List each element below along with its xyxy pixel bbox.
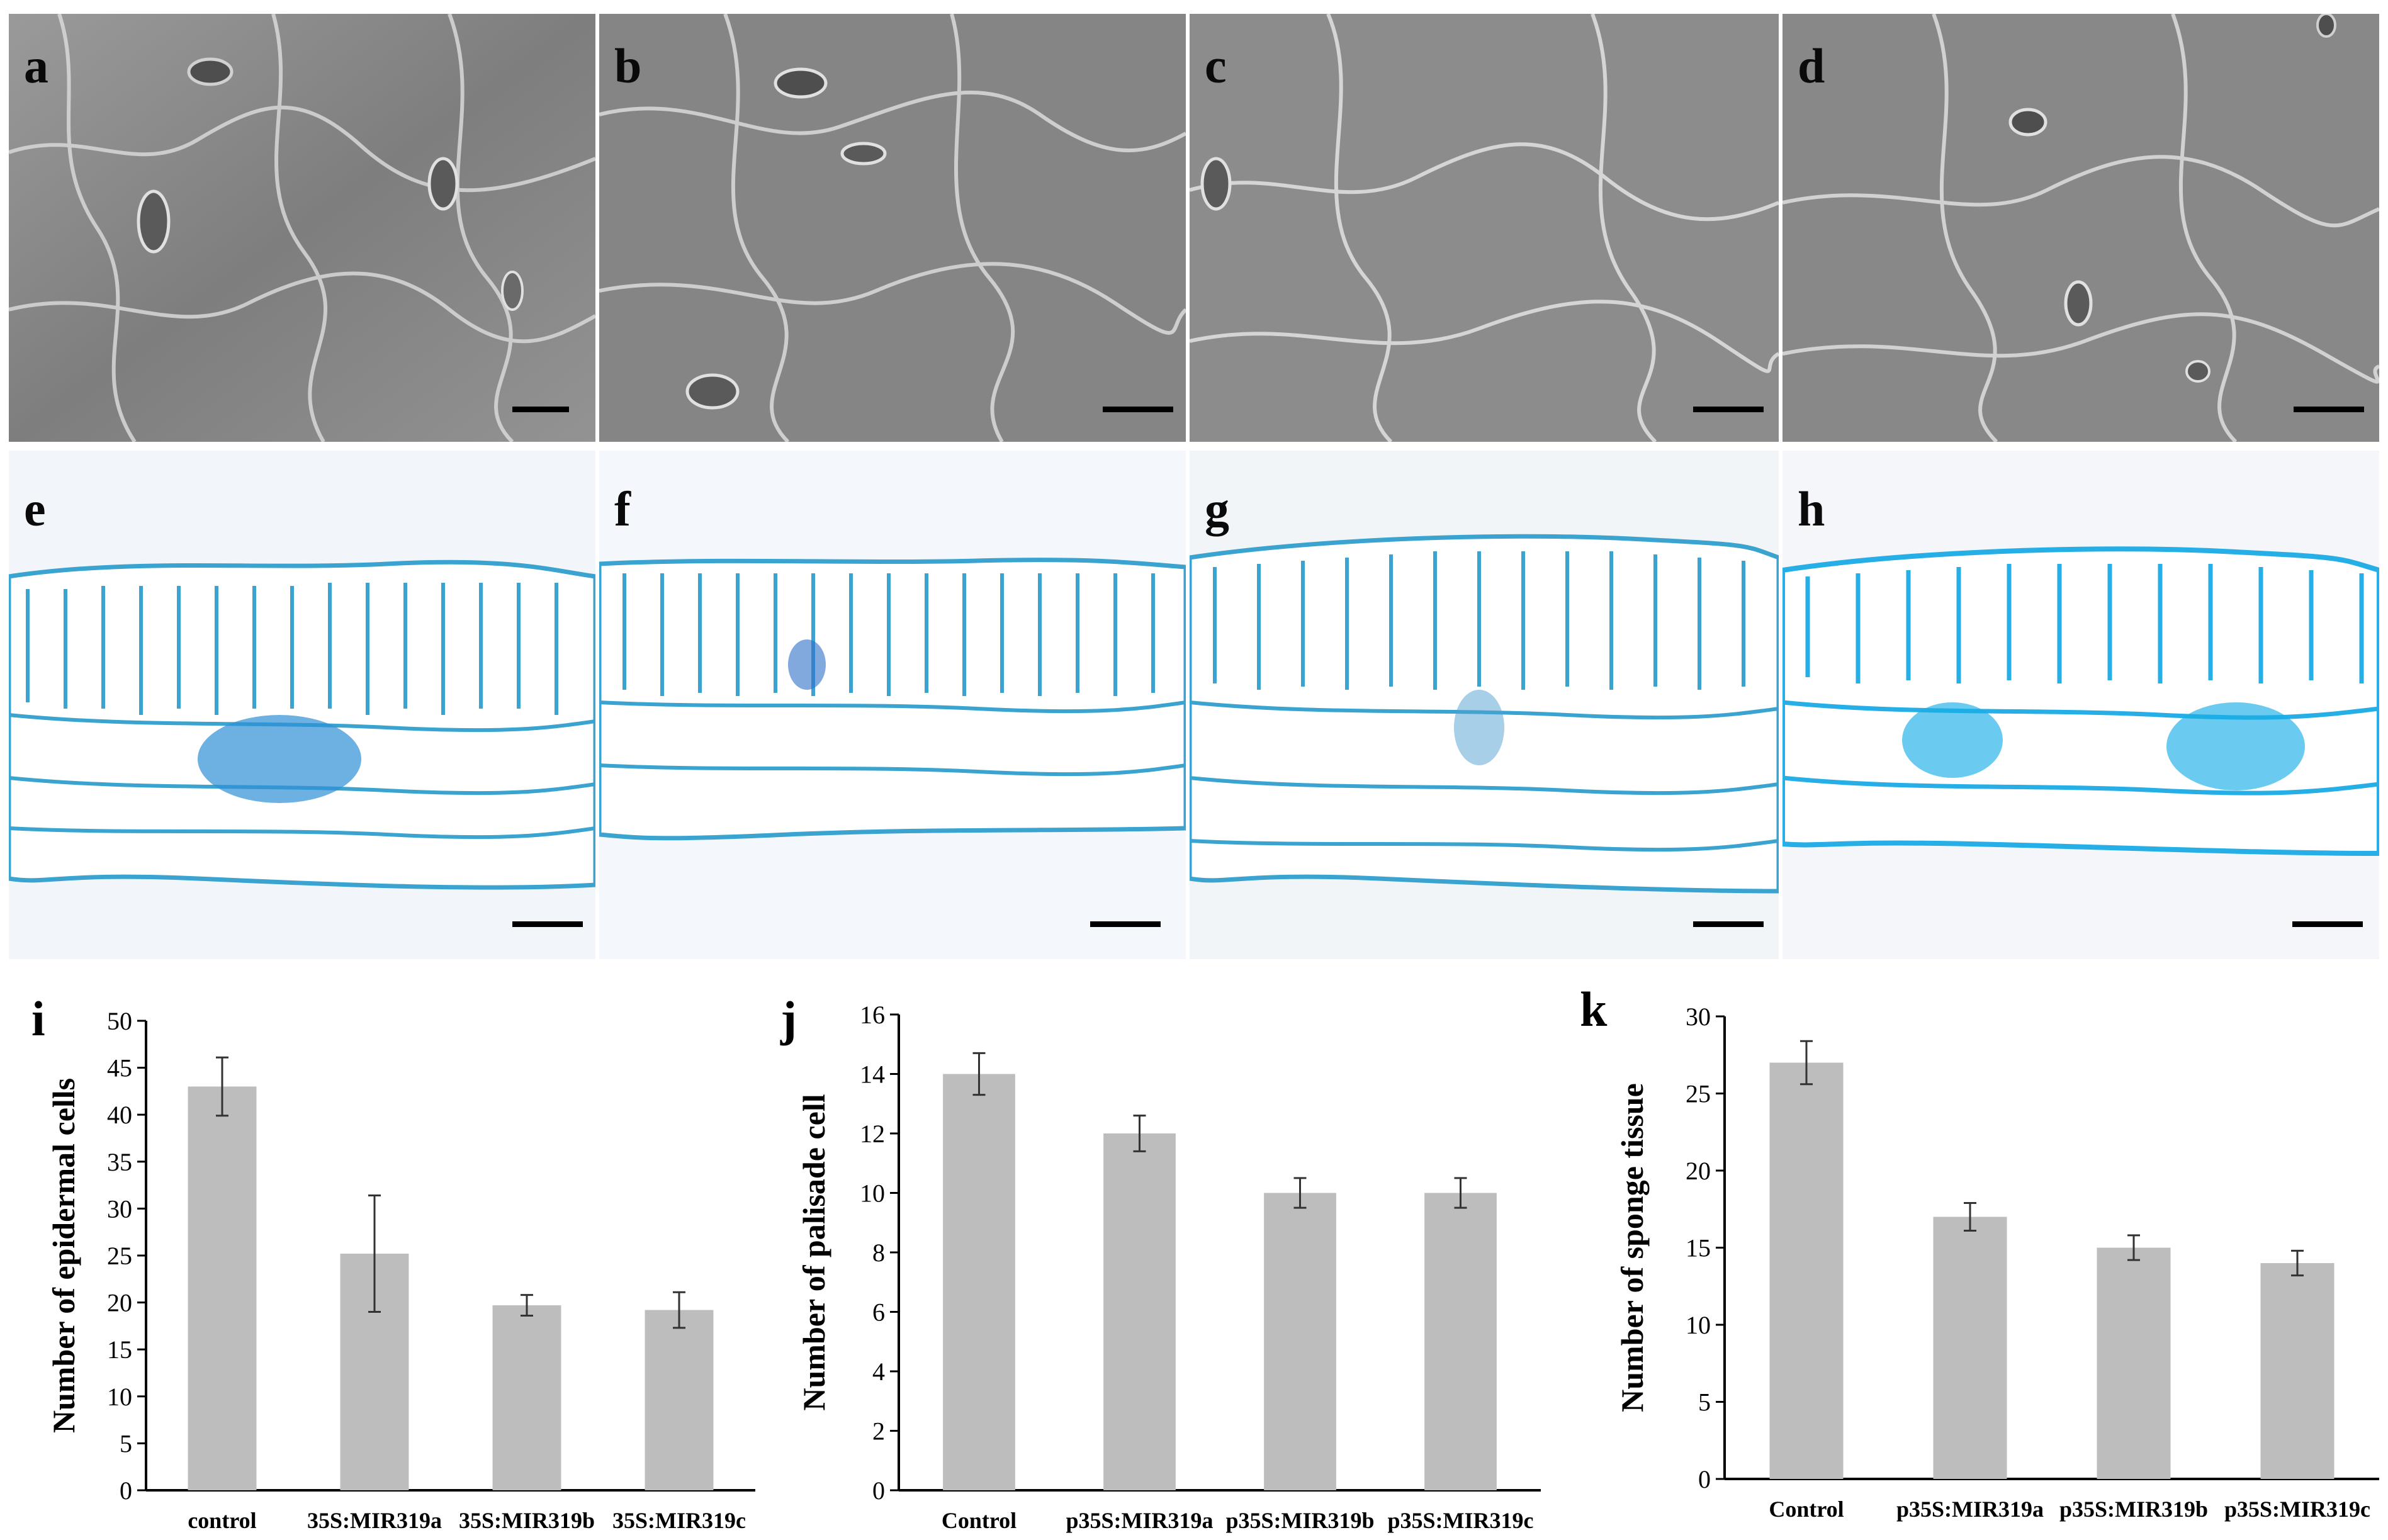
bar xyxy=(943,1074,1015,1490)
y-tick-label: 5 xyxy=(1698,1388,1711,1417)
y-tick-label: 20 xyxy=(1686,1157,1711,1185)
x-tick-label: 35S:MIR319b xyxy=(459,1508,595,1533)
y-tick-label: 16 xyxy=(860,1001,885,1029)
sem-texture-c xyxy=(1190,14,1779,442)
bar xyxy=(1769,1062,1844,1479)
sem-panel-c: c xyxy=(1190,14,1779,442)
y-tick-label: 0 xyxy=(1698,1465,1711,1493)
x-tick-label: p35S:MIR319b xyxy=(1225,1508,1374,1533)
bar xyxy=(492,1305,561,1490)
panel-label-e: e xyxy=(24,481,46,536)
panel-label-g: g xyxy=(1205,481,1229,536)
sem-texture-d xyxy=(1783,14,2379,442)
x-tick-label: p35S:MIR319b xyxy=(2059,1497,2208,1522)
lm-panel-f: f xyxy=(599,451,1186,959)
x-tick-label: 35S:MIR319a xyxy=(307,1508,442,1533)
lm-panel-h: h xyxy=(1783,451,2379,959)
lm-panel-e: e xyxy=(9,451,595,959)
bar xyxy=(2260,1263,2334,1479)
y-axis-label: Number of epidermal cells xyxy=(46,1078,81,1433)
bar xyxy=(1424,1193,1497,1490)
y-tick-label: 10 xyxy=(107,1383,132,1411)
y-tick-label: 0 xyxy=(872,1476,885,1505)
panel-label-c: c xyxy=(1205,38,1227,93)
y-tick-label: 30 xyxy=(107,1194,132,1223)
x-tick-label: p35S:MIR319c xyxy=(2224,1497,2370,1522)
bar xyxy=(2097,1247,2171,1479)
scale-bar xyxy=(512,921,583,927)
panel-label-a: a xyxy=(24,38,48,93)
y-axis-label: Number of palisade cell xyxy=(796,1094,831,1410)
panel-label-d: d xyxy=(1798,38,1825,93)
x-tick-label: Control xyxy=(1769,1497,1844,1522)
y-axis-label: Number of sponge tissue xyxy=(1614,1083,1650,1412)
y-tick-label: 8 xyxy=(872,1239,885,1267)
chart-panel-label: i xyxy=(31,991,45,1046)
sem-texture-a xyxy=(9,14,595,442)
y-tick-label: 6 xyxy=(872,1298,885,1327)
lm-section-h xyxy=(1783,451,2379,959)
chart-panel-label: j xyxy=(780,991,797,1046)
x-tick-label: Control xyxy=(942,1508,1017,1533)
y-tick-label: 10 xyxy=(860,1179,885,1208)
y-tick-label: 50 xyxy=(107,1007,132,1035)
y-tick-label: 12 xyxy=(860,1120,885,1148)
y-tick-label: 0 xyxy=(120,1476,132,1505)
scale-bar xyxy=(1103,407,1173,412)
sem-panel-d: d xyxy=(1783,14,2379,442)
sem-panel-b: b xyxy=(599,14,1186,442)
bar xyxy=(1103,1133,1176,1490)
y-tick-label: 10 xyxy=(1686,1311,1711,1339)
y-tick-label: 40 xyxy=(107,1101,132,1129)
bar xyxy=(1264,1193,1336,1490)
y-tick-label: 15 xyxy=(1686,1234,1711,1262)
lm-panel-g: g xyxy=(1190,451,1779,959)
bar xyxy=(1933,1217,2007,1479)
y-tick-label: 14 xyxy=(860,1060,885,1089)
scale-bar xyxy=(2292,921,2363,927)
bar xyxy=(188,1086,257,1490)
scale-bar xyxy=(1693,921,1764,927)
x-tick-label: p35S:MIR319a xyxy=(1896,1497,2044,1522)
y-tick-label: 35 xyxy=(107,1148,132,1176)
y-tick-label: 30 xyxy=(1686,1003,1711,1031)
lm-section-e xyxy=(9,451,595,959)
sem-texture-b xyxy=(599,14,1186,442)
scale-bar xyxy=(1090,921,1161,927)
panel-label-h: h xyxy=(1798,481,1825,536)
scale-bar xyxy=(512,407,569,412)
x-tick-label: p35S:MIR319c xyxy=(1388,1508,1534,1533)
scale-bar xyxy=(1693,407,1764,412)
y-tick-label: 45 xyxy=(107,1054,132,1082)
y-tick-label: 5 xyxy=(120,1429,132,1458)
lm-section-g xyxy=(1190,451,1779,959)
sem-panel-a: a xyxy=(9,14,595,442)
y-tick-label: 25 xyxy=(1686,1080,1711,1108)
y-tick-label: 4 xyxy=(872,1357,885,1386)
x-tick-label: p35S:MIR319a xyxy=(1066,1508,1213,1533)
chart-panel-label: k xyxy=(1580,982,1608,1037)
y-tick-label: 2 xyxy=(872,1417,885,1446)
y-tick-label: 20 xyxy=(107,1289,132,1317)
lm-section-f xyxy=(599,451,1186,959)
panel-label-f: f xyxy=(614,481,631,536)
y-tick-label: 25 xyxy=(107,1242,132,1270)
x-tick-label: 35S:MIR319c xyxy=(612,1508,746,1533)
bar xyxy=(645,1310,714,1490)
panel-label-b: b xyxy=(614,38,642,93)
y-tick-label: 15 xyxy=(107,1335,132,1364)
scale-bar xyxy=(2294,407,2364,412)
x-tick-label: control xyxy=(188,1508,256,1533)
